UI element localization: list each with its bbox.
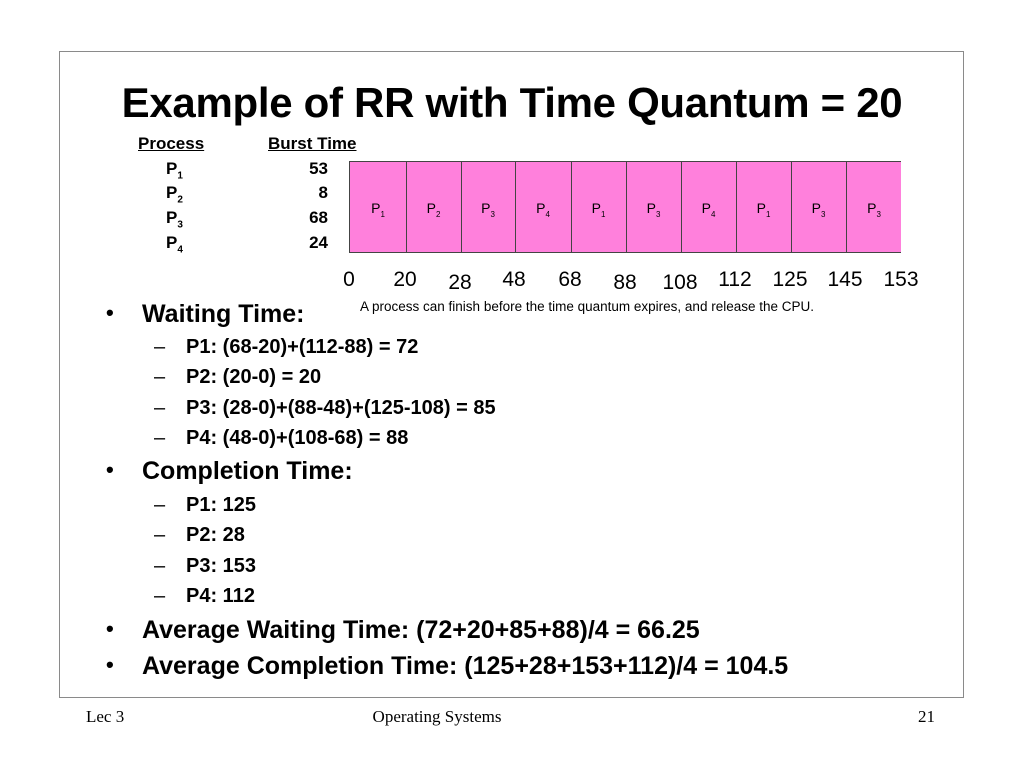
burst-value: 24 [309, 233, 328, 252]
gantt-segment-label: P3 [811, 200, 826, 219]
completion-time-item: – P2: 28 [154, 524, 245, 546]
gantt-time-tick: 28 [448, 271, 472, 294]
completion-time-item: – P4: 112 [154, 585, 255, 607]
waiting-time-item: – P4: (48-0)+(108-68) = 88 [154, 427, 409, 449]
gantt-time-tick: 153 [883, 268, 919, 291]
footer-lecture: Lec 3 [86, 707, 125, 726]
bullet-dot: • [106, 652, 114, 677]
waiting-time-bullet: • Waiting Time: [106, 300, 305, 328]
gantt-segment-divider [736, 162, 737, 252]
average-completion-bullet: • Average Completion Time: (125+28+153+1… [106, 652, 789, 680]
gantt-time-tick: 108 [662, 271, 698, 294]
gantt-time-tick: 0 [343, 268, 355, 291]
process-name: P3 [166, 208, 183, 231]
gantt-segment-label: P1 [371, 200, 385, 219]
gantt-time-tick: 112 [718, 268, 752, 291]
gantt-time-tick: 48 [502, 268, 526, 291]
gantt-time-tick: 125 [772, 268, 808, 291]
gantt-time-tick: 68 [558, 268, 582, 291]
bullet-dot: • [106, 616, 114, 641]
slide-frame [59, 51, 964, 698]
process-header: Process [138, 134, 205, 153]
gantt-segment-divider [846, 162, 847, 252]
gantt-segment-divider [791, 162, 792, 252]
gantt-segment-label: P4 [701, 200, 716, 219]
gantt-time-tick: 145 [827, 268, 863, 291]
gantt-segment-divider [626, 162, 627, 252]
process-name: P1 [166, 159, 183, 182]
completion-time-bullet: • Completion Time: [106, 457, 353, 485]
process-name: P2 [166, 183, 183, 206]
burst-value: 8 [318, 183, 328, 202]
burst-value: 53 [309, 159, 328, 178]
gantt-segment-divider [461, 162, 462, 252]
completion-time-item: – P3: 153 [154, 555, 257, 577]
gantt-segment-label: P3 [481, 200, 495, 219]
gantt-segment-divider [681, 162, 682, 252]
footer-course: Operating Systems [372, 707, 502, 726]
gantt-segment-divider [571, 162, 572, 252]
gantt-note: A process can finish before the time qua… [360, 299, 814, 314]
gantt-segment-divider [515, 162, 516, 252]
burst-value: 68 [309, 208, 328, 227]
gantt-segment-label: P2 [426, 200, 441, 219]
waiting-time-item: – P2: (20-0) = 20 [154, 366, 322, 388]
completion-time-item: – P1: 125 [154, 494, 257, 516]
process-name: P4 [166, 233, 183, 256]
gantt-time-tick: 88 [613, 271, 637, 294]
gantt-segment-label: P3 [646, 200, 661, 219]
gantt-segment-label: P3 [867, 200, 881, 219]
gantt-time-tick: 20 [393, 268, 417, 291]
bullet-dot: • [106, 457, 114, 482]
gantt-chart: P1 P2 P3 P4 P1 P3 P4 P1 P3 P3 [349, 161, 901, 253]
gantt-segment-label: P1 [756, 200, 771, 219]
gantt-segment-divider [406, 162, 407, 252]
bullet-dot: • [106, 300, 114, 325]
waiting-time-item: – P1: (68-20)+(112-88) = 72 [154, 336, 419, 358]
gantt-segment-label: P4 [536, 200, 550, 219]
average-waiting-bullet: • Average Waiting Time: (72+20+85+88)/4 … [106, 616, 700, 644]
burst-time-header: Burst Time [268, 134, 357, 153]
gantt-segment-label: P1 [591, 200, 606, 219]
slide-title: Example of RR with Time Quantum = 20 [121, 79, 903, 126]
footer-page-number: 21 [918, 707, 935, 726]
waiting-time-item: – P3: (28-0)+(88-48)+(125-108) = 85 [154, 397, 496, 419]
